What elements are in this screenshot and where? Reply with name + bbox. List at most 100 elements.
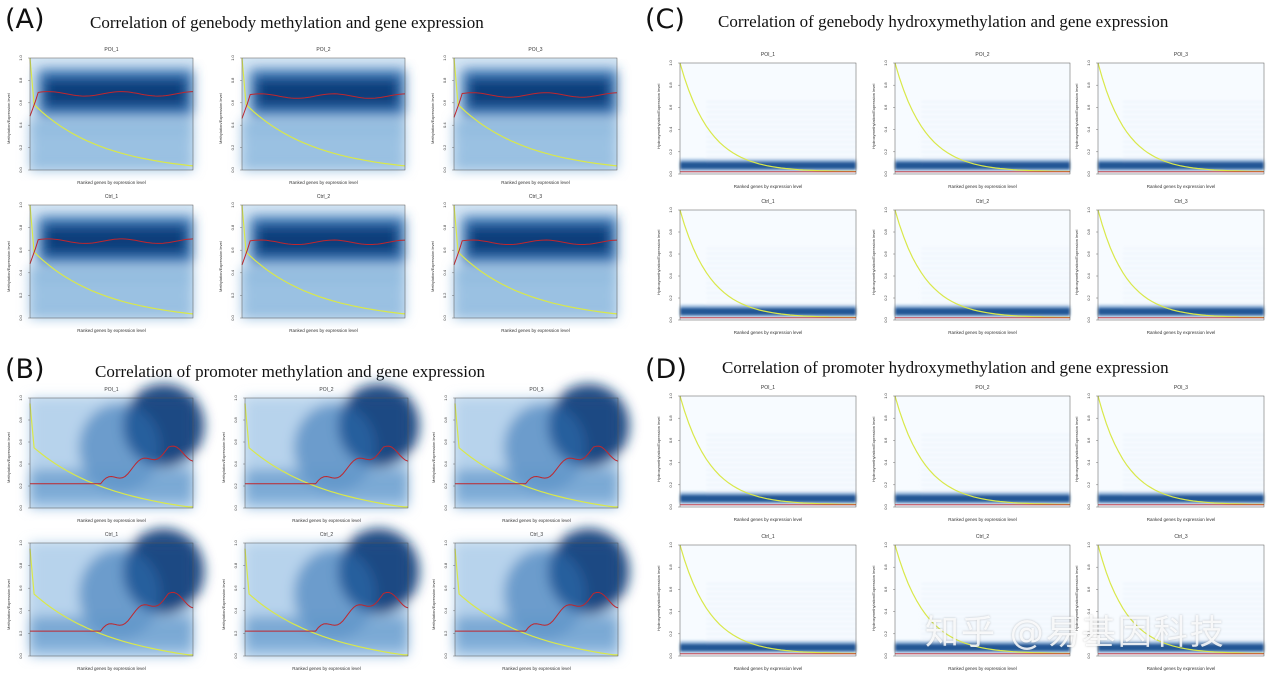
panel-d-ctrl-2-plot: 0.0 0.2 0.4 0.6 0.8 1.0 [883, 541, 1071, 659]
panel-b-ctrl-1-ytick-label: 0.8 [18, 562, 23, 568]
panel-b-ctrl-1-ytick-label: 0.2 [18, 630, 23, 636]
panel-a-poi-1-ytick-label: 0.2 [18, 144, 23, 150]
panel-d-letter: (D) [645, 354, 687, 385]
panel-c-ctrl-2-ytick-label: 0.0 [883, 316, 888, 322]
panel-a-poi-1-ylabel: Methylation/Expression level [6, 93, 11, 144]
panel-a-ctrl-3-ytick-label: 1.0 [442, 201, 447, 207]
panel-c-poi-1-xlabel: Ranked genes by expression level [733, 184, 803, 189]
panel-d-poi-1-ytick-label: 0.4 [668, 459, 673, 465]
panel-c-ctrl-2-ytick-label: 0.4 [883, 272, 888, 278]
panel-a-poi-1-expression-curve [29, 57, 194, 167]
panel-d-poi-3-title: POI_3 [1173, 385, 1189, 391]
panel-a-poi-1-ytick-label: 0.8 [18, 77, 23, 83]
panel-c-ctrl-3-ytick-label: 0.2 [1086, 294, 1091, 300]
panel-b-poi-3-ytick-label: 0.2 [443, 482, 448, 488]
panel-d-poi-1-ytick-label: 0.2 [668, 481, 673, 487]
panel-b-ctrl-2-frame [244, 542, 409, 657]
panel-c-ctrl-1-ytick-label: 1.0 [668, 206, 673, 212]
panel-d-ctrl-3-ytick-label: 0.0 [1086, 652, 1091, 658]
panel-b-poi-3-frame [454, 397, 619, 509]
panel-d-ctrl-2-xlabel: Ranked genes by expression level [948, 666, 1017, 671]
panel-a-title: Correlation of genebody methylation and … [90, 13, 484, 32]
panel-d-poi-3-ytick-label: 1.0 [1086, 392, 1091, 398]
panel-b-poi-1-title: POI_1 [104, 387, 119, 393]
panel-d-poi-3-ytick-label: 0.8 [1086, 415, 1091, 421]
panel-a-poi-3-expression-curve [453, 57, 618, 167]
panel-c-ctrl-2-frame [894, 209, 1071, 321]
panel-d-poi-3-expression-curve [1097, 395, 1265, 506]
panel-c-ctrl-1-ytick-label: 0.2 [668, 294, 673, 300]
panel-b-poi-2-ytick-label: 0.6 [233, 438, 238, 444]
panel-c-poi-2-plot: 0.0 0.2 0.4 0.6 0.8 1.0 [883, 59, 1071, 177]
panel-b-poi-3-xlabel: Ranked genes by expression level [502, 518, 571, 523]
panel-c-poi-1-frame [679, 62, 857, 175]
panel-b-ctrl-1-ytick-label: 1.0 [18, 539, 23, 545]
panel-d-ctrl-2-ytick-label: 0.4 [883, 608, 888, 614]
panel-a-ctrl-2-plot: 0.0 0.2 0.4 0.6 0.8 1.0 [230, 201, 406, 321]
panel-d-poi-2-plot: 0.0 0.2 0.4 0.6 0.8 1.0 [883, 392, 1071, 510]
panel-d-poi-1-ytick-label: 1.0 [668, 392, 673, 398]
panel-d-ctrl-1-frame [679, 544, 857, 657]
panel-a-ctrl-2-xlabel: Ranked genes by expression level [289, 328, 358, 333]
panel-a-poi-3-xlabel: Ranked genes by expression level [501, 180, 570, 185]
panel-c-ctrl-3-expression-curve [1097, 209, 1265, 319]
panel-a-ctrl-3-density [454, 216, 617, 318]
panel-b-poi-3-ytick-label: 0.6 [443, 438, 448, 444]
panel-b-ctrl-1-expression-curve [29, 548, 193, 656]
panel-a-poi-1-plot: 0.0 0.2 0.4 0.6 0.8 1.0 [18, 54, 194, 173]
panel-b-ctrl-2-ytick-label: 0.2 [233, 630, 238, 636]
panel-a-poi-1-ytick-label: 0.0 [18, 166, 23, 172]
panel-d-poi-1-xlabel: Ranked genes by expression level [733, 517, 803, 522]
panel-c-ctrl-1-ylabel: Hydroxymethylation/Expression level [656, 229, 661, 295]
panel-a-ctrl-1-density [30, 216, 193, 318]
panel-a-poi-1-title: POI_1 [104, 47, 119, 53]
panel-b-poi-1-ylabel: Methylation/Expression level [6, 432, 11, 483]
panel-b-ctrl-3-methylation-curve [455, 591, 619, 632]
panel-a-ctrl-2-ytick-label: 0.2 [230, 292, 235, 298]
panel-d-ctrl-1-ytick-label: 0.2 [668, 630, 673, 636]
panel-b-poi-2-methylation-curve [245, 445, 409, 485]
panel-b-ctrl-1-plot: 0.0 0.2 0.4 0.6 0.8 1.0 [18, 528, 205, 659]
panel-d-ctrl-3-xlabel: Ranked genes by expression level [1146, 666, 1216, 671]
panel-d-poi-1-background [680, 396, 856, 507]
panel-d-ctrl-3-frame [1097, 544, 1265, 657]
panel-b-ctrl-1-ylabel: Methylation/Expression level [6, 578, 11, 630]
panel-b-poi-1-frame [29, 397, 194, 509]
panel-a-poi-2-ytick-label: 1.0 [230, 54, 235, 60]
panel-a-poi-2-xlabel: Ranked genes by expression level [289, 180, 358, 185]
panel-d-poi-1-frame [679, 395, 857, 508]
panel-d-ctrl-1-ytick-label: 0.4 [668, 608, 673, 614]
panel-d-ctrl-3-plot: 0.0 0.2 0.4 0.6 0.8 1.0 [1086, 541, 1265, 659]
panel-d-poi-3-xlabel: Ranked genes by expression level [1146, 517, 1216, 522]
panel-b-poi-2-ytick-label: 0.0 [233, 504, 238, 510]
panel-b-poi-1-plot: 0.0 0.2 0.4 0.6 0.8 1.0 [18, 383, 205, 511]
panel-d-ctrl-1-background [680, 545, 856, 656]
panel-d-poi-3-ytick-label: 0.0 [1086, 503, 1091, 509]
panel-b-poi-2-ytick-label: 0.4 [233, 460, 238, 466]
panel-b-poi-2-ytick-label: 1.0 [233, 394, 238, 400]
panel-c-poi-2-background [895, 63, 1070, 174]
panel-b-ctrl-1-frame [29, 542, 194, 657]
panel-d-ctrl-2-ytick-label: 1.0 [883, 541, 888, 547]
panel-d-ctrl-2-title: Ctrl_2 [975, 534, 990, 540]
panel-b-poi-3-plot: 0.0 0.2 0.4 0.6 0.8 1.0 [443, 383, 630, 511]
panel-b-poi-3-ylabel: Methylation/Expression level [431, 432, 436, 483]
panel-a-poi-2-ylabel: Methylation/Expression level [218, 93, 223, 144]
panel-a-poi-3-density [454, 69, 617, 170]
panel-a-ctrl-2-density [242, 216, 405, 318]
panel-a-ctrl-1-ylabel: Methylation/Expression level [6, 240, 11, 292]
panel-c-ctrl-1-expression-curve [679, 209, 857, 319]
panel-a-poi-3-ytick-label: 0.4 [442, 122, 447, 128]
panel-a-poi-1-methylation-curve [29, 91, 194, 117]
panel-a-ctrl-3-ytick-label: 0.2 [442, 292, 447, 298]
panel-b-poi-3-expression-curve [454, 403, 618, 508]
panel-c-poi-2-ytick-label: 0.8 [883, 82, 888, 88]
panel-d-poi-2-ytick-label: 0.2 [883, 481, 888, 487]
panel-a-ctrl-2-ytick-label: 0.0 [230, 314, 235, 320]
panel-b-poi-2-ytick-label: 0.8 [233, 416, 238, 422]
panel-c-poi-3-ytick-label: 0.6 [1086, 104, 1091, 110]
panel-d-ctrl-3-ytick-label: 0.4 [1086, 608, 1091, 614]
panel-a-poi-2-ytick-label: 0.6 [230, 99, 235, 105]
panel-b-letter: (B) [5, 354, 45, 385]
panel-a-ctrl-3-ytick-label: 0.0 [442, 314, 447, 320]
